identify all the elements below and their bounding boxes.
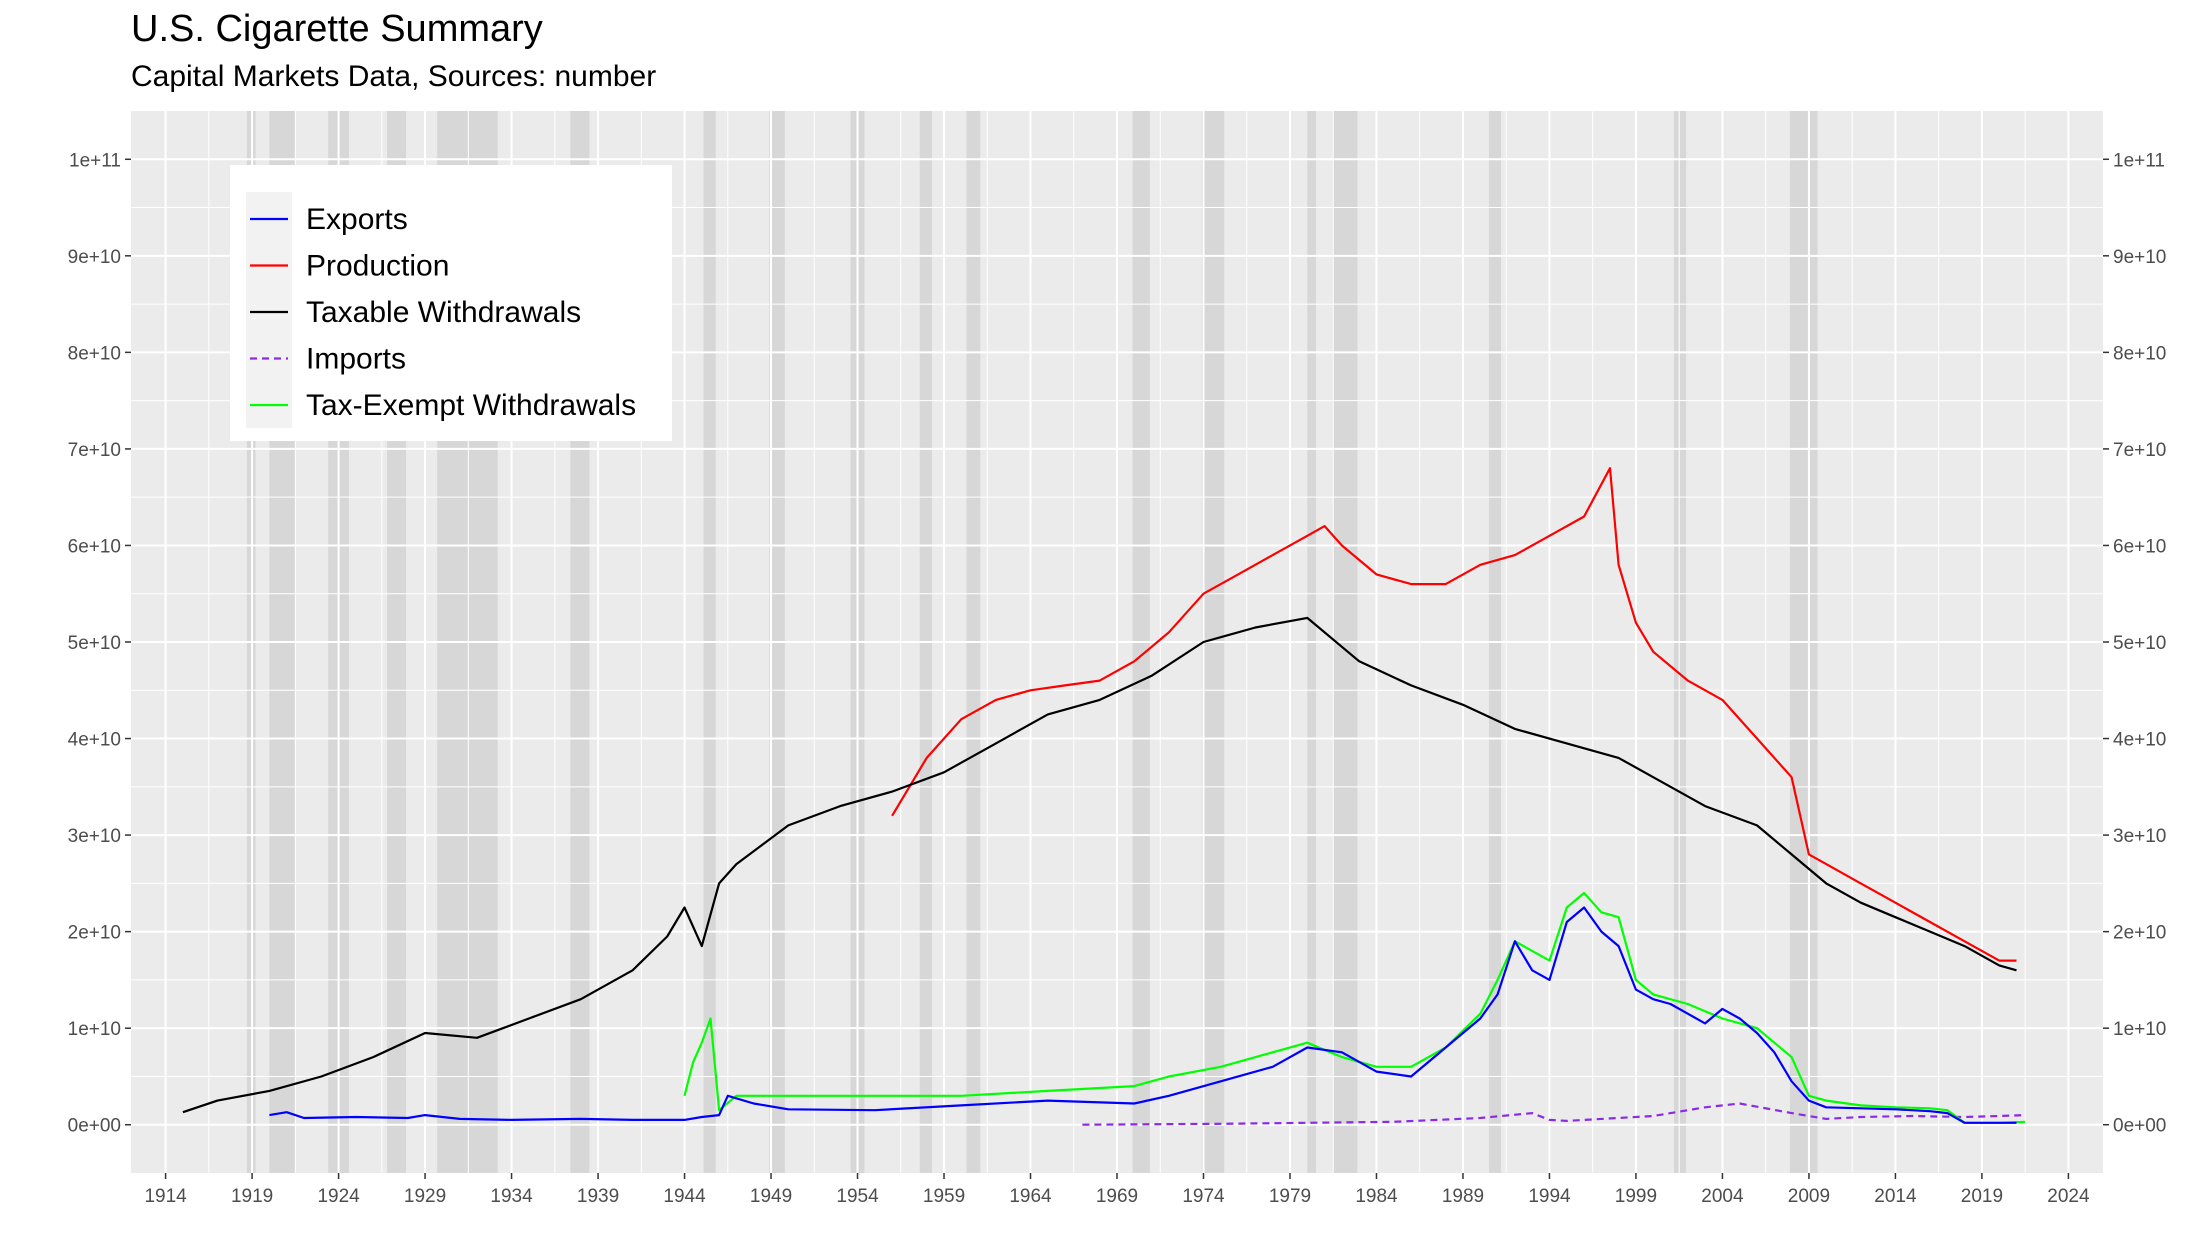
series-line-imports (1082, 1102, 2026, 1126)
y-tick-label-left-5: 5e+10 (68, 633, 121, 654)
y-tick-label-left-9: 9e+10 (68, 247, 121, 268)
x-tick-label-9: 1959 (923, 1186, 965, 1207)
x-tick-label-1: 1919 (231, 1186, 273, 1207)
y-tick-label-right-2: 2e+10 (2113, 923, 2166, 944)
series-line-exports (269, 906, 2017, 1124)
x-tick-label-15: 1989 (1442, 1186, 1484, 1207)
y-tick-label-right-9: 9e+10 (2113, 247, 2166, 268)
x-tick-label-12: 1974 (1182, 1186, 1225, 1207)
chart-subtitle: Capital Markets Data, Sources: number (131, 60, 657, 93)
x-tick-label-19: 2009 (1788, 1186, 1830, 1207)
x-tick-label-7: 1949 (750, 1186, 792, 1207)
y-tick-label-right-6: 6e+10 (2113, 536, 2166, 557)
series-line-production (891, 467, 2017, 962)
x-tick-label-20: 2014 (1874, 1186, 1917, 1207)
x-tick-label-11: 1969 (1096, 1186, 1138, 1207)
legend-label-exports: Exports (306, 203, 408, 236)
y-tick-label-left-0: 0e+00 (68, 1116, 121, 1137)
x-tick-label-18: 2004 (1701, 1186, 1744, 1207)
x-tick-label-5: 1939 (577, 1186, 619, 1207)
x-tick-label-13: 1979 (1269, 1186, 1311, 1207)
y-tick-label-right-8: 8e+10 (2113, 343, 2166, 364)
series-lines (182, 467, 2026, 1126)
x-tick-label-10: 1964 (1009, 1186, 1052, 1207)
legend-box (230, 165, 672, 441)
y-tick-label-right-4: 4e+10 (2113, 730, 2166, 751)
y-tick-label-right-0: 0e+00 (2113, 1116, 2166, 1137)
y-tick-label-right-3: 3e+10 (2113, 826, 2166, 847)
x-tick-label-21: 2019 (1961, 1186, 2003, 1207)
x-tick-label-3: 1929 (404, 1186, 446, 1207)
series-line-taxable-withdrawals (182, 616, 2017, 1114)
axes: 0e+00 0e+00 1e+10 1e+10 2e+10 2e+10 3e+10 3e+10… (68, 150, 2167, 1207)
x-tick-label-4: 1934 (490, 1186, 533, 1207)
y-tick-label-left-10: 1e+11 (69, 150, 121, 171)
x-tick-label-16: 1994 (1528, 1186, 1571, 1207)
legend-label-production: Production (306, 250, 449, 283)
y-tick-label-right-10: 1e+11 (2113, 150, 2165, 171)
y-tick-label-left-8: 8e+10 (68, 343, 121, 364)
y-tick-label-left-7: 7e+10 (68, 440, 121, 461)
y-tick-label-left-6: 6e+10 (68, 536, 121, 557)
legend-label-imports: Imports (306, 343, 406, 376)
x-tick-label-8: 1954 (836, 1186, 879, 1207)
x-tick-label-0: 1914 (144, 1186, 187, 1207)
legend-key-background (246, 192, 292, 428)
legend-label-taxable-withdrawals: Taxable Withdrawals (306, 296, 581, 329)
y-tick-label-left-3: 3e+10 (68, 826, 121, 847)
y-tick-label-right-1: 1e+10 (2113, 1019, 2166, 1040)
y-tick-label-right-5: 5e+10 (2113, 633, 2166, 654)
legend: Exports Production Taxable Withdrawals Impo… (230, 165, 672, 441)
gridlines (131, 111, 2103, 1173)
y-tick-label-left-1: 1e+10 (68, 1019, 121, 1040)
chart-title: U.S. Cigarette Summary (131, 8, 543, 50)
legend-label-tax-exempt-withdrawals: Tax-Exempt Withdrawals (306, 389, 636, 422)
x-tick-label-2: 1924 (317, 1186, 360, 1207)
y-tick-label-right-7: 7e+10 (2113, 440, 2166, 461)
x-tick-label-22: 2024 (2047, 1186, 2090, 1207)
y-tick-label-left-4: 4e+10 (68, 730, 121, 751)
x-tick-label-17: 1999 (1615, 1186, 1657, 1207)
x-tick-label-14: 1984 (1355, 1186, 1398, 1207)
y-tick-label-left-2: 2e+10 (68, 923, 121, 944)
x-tick-label-6: 1944 (663, 1186, 706, 1207)
